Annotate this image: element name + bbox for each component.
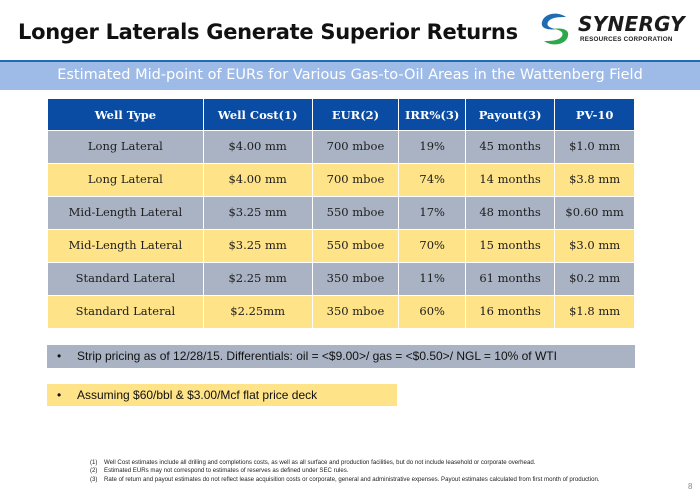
banner-text: Estimated Mid-point of EURs for Various …	[57, 67, 643, 83]
cell-payout: 16 months	[464, 295, 556, 329]
cell-irr: 17%	[398, 196, 466, 230]
table-row: Long Lateral $4.00 mm 700 mboe 19% 45 mo…	[47, 130, 635, 164]
cell-well-cost: $4.00 mm	[202, 130, 313, 164]
flat-price-text: Assuming $60/bbl & $3.00/Mcf flat price …	[77, 388, 318, 402]
subtitle-banner: Estimated Mid-point of EURs for Various …	[0, 62, 700, 90]
footnote-text: Estimated EURs may not correspond to est…	[104, 467, 349, 475]
table-row: Standard Lateral $2.25 mm 350 mboe 11% 6…	[47, 262, 635, 296]
footnote-number: (2)	[90, 467, 98, 475]
footnotes: (1) Well Cost estimates include all dril…	[90, 459, 650, 484]
footnote: (1) Well Cost estimates include all dril…	[90, 459, 650, 467]
cell-eur: 700 mboe	[311, 163, 400, 197]
cell-well-type: Mid-Length Lateral	[47, 196, 204, 230]
cell-payout: 48 months	[464, 196, 556, 230]
cell-well-cost: $3.25 mm	[202, 229, 313, 263]
footnote-text: Rate of return and payout estimates do n…	[104, 475, 600, 483]
cell-well-cost: $2.25mm	[202, 295, 313, 329]
col-pv10: PV-10	[554, 98, 635, 131]
cell-pv10: $1.8 mm	[554, 295, 635, 329]
cell-eur: 700 mboe	[311, 130, 400, 164]
cell-well-type: Long Lateral	[47, 163, 204, 197]
col-well-cost: Well Cost(1)	[202, 98, 313, 131]
strip-pricing-note: • Strip pricing as of 12/28/15. Different…	[47, 345, 635, 368]
footnote: (2) Estimated EURs may not correspond to…	[90, 467, 650, 475]
flat-price-note: • Assuming $60/bbl & $3.00/Mcf flat price…	[47, 384, 397, 406]
cell-eur: 350 mboe	[311, 295, 400, 329]
cell-irr: 19%	[398, 130, 466, 164]
cell-eur: 550 mboe	[311, 196, 400, 230]
header-divider	[0, 60, 700, 62]
cell-pv10: $0.2 mm	[554, 262, 635, 296]
cell-well-cost: $4.00 mm	[202, 163, 313, 197]
cell-irr: 74%	[398, 163, 466, 197]
cell-well-type: Long Lateral	[47, 130, 204, 164]
logo-subtitle: RESOURCES CORPORATION	[580, 36, 673, 43]
bullet-icon: •	[57, 388, 62, 402]
returns-table: Well Type Well Cost(1) EUR(2) IRR%(3) Pa…	[47, 98, 635, 329]
cell-pv10: $3.8 mm	[554, 163, 635, 197]
table-row: Mid-Length Lateral $3.25 mm 550 mboe 70%…	[47, 229, 635, 263]
logo-wordmark: SYNERGY	[578, 12, 685, 36]
cell-payout: 45 months	[464, 130, 556, 164]
cell-eur: 350 mboe	[311, 262, 400, 296]
cell-eur: 550 mboe	[311, 229, 400, 263]
company-logo: SYNERGY RESOURCES CORPORATION	[536, 10, 696, 50]
cell-pv10: $3.0 mm	[554, 229, 635, 263]
table-row: Mid-Length Lateral $3.25 mm 550 mboe 17%…	[47, 196, 635, 230]
page-number: 8	[688, 482, 693, 491]
cell-irr: 60%	[398, 295, 466, 329]
strip-pricing-text: Strip pricing as of 12/28/15. Differenti…	[77, 349, 557, 363]
col-well-type: Well Type	[47, 98, 204, 131]
cell-payout: 15 months	[464, 229, 556, 263]
cell-well-cost: $3.25 mm	[202, 196, 313, 230]
col-irr: IRR%(3)	[398, 98, 466, 131]
cell-irr: 70%	[398, 229, 466, 263]
col-eur: EUR(2)	[311, 98, 400, 131]
cell-pv10: $0.60 mm	[554, 196, 635, 230]
cell-well-type: Standard Lateral	[47, 262, 204, 296]
footnote: (3) Rate of return and payout estimates …	[90, 476, 650, 484]
synergy-s-logo-icon	[541, 13, 569, 45]
bullet-icon: •	[57, 349, 62, 363]
cell-irr: 11%	[398, 262, 466, 296]
cell-well-type: Standard Lateral	[47, 295, 204, 329]
footnote-number: (1)	[90, 459, 98, 466]
footnote-number: (3)	[90, 475, 98, 483]
cell-well-cost: $2.25 mm	[202, 262, 313, 296]
table-row: Standard Lateral $2.25mm 350 mboe 60% 16…	[47, 295, 635, 329]
cell-payout: 61 months	[464, 262, 556, 296]
cell-payout: 14 months	[464, 163, 556, 197]
page-title: Longer Laterals Generate Superior Return…	[18, 20, 518, 44]
cell-well-type: Mid-Length Lateral	[47, 229, 204, 263]
table-row: Long Lateral $4.00 mm 700 mboe 74% 14 mo…	[47, 163, 635, 197]
col-payout: Payout(3)	[464, 98, 556, 131]
table-header-row: Well Type Well Cost(1) EUR(2) IRR%(3) Pa…	[47, 98, 635, 131]
footnote-text: Well Cost estimates include all drilling…	[104, 459, 536, 466]
cell-pv10: $1.0 mm	[554, 130, 635, 164]
